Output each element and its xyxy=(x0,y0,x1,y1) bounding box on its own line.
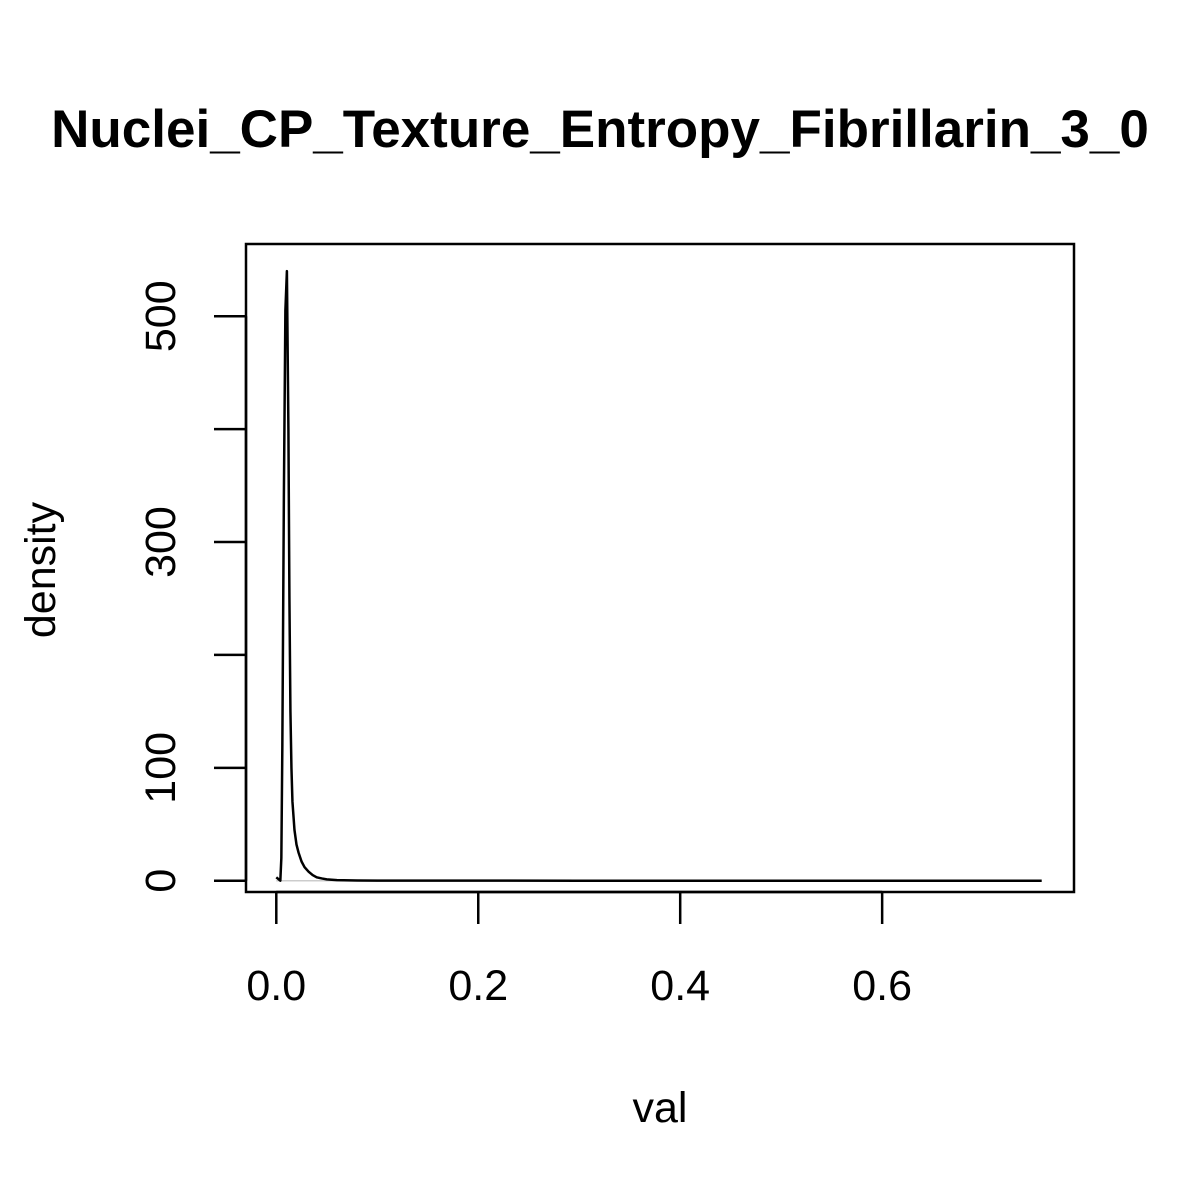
y-tick-label: 0 xyxy=(137,869,185,893)
x-tick-label: 0.6 xyxy=(852,962,912,1010)
density-line xyxy=(275,269,1042,882)
plot-area: 0.0 0.2 0.4 0.6 0 100 300 500 xyxy=(137,242,1076,1010)
y-tick-label: 100 xyxy=(137,732,185,804)
x-tick-label: 0.4 xyxy=(650,962,710,1010)
y-tick-label: 500 xyxy=(137,280,185,352)
y-axis-label: density xyxy=(17,501,65,638)
x-axis-label: val xyxy=(633,1084,688,1132)
x-tick-label: 0.0 xyxy=(246,962,306,1010)
chart-title: Nuclei_CP_Texture_Entropy_Fibrillarin_3_… xyxy=(51,100,1149,159)
y-tick-label: 300 xyxy=(137,506,185,578)
plot-frame xyxy=(244,242,1076,894)
x-tick-label: 0.2 xyxy=(448,962,508,1010)
